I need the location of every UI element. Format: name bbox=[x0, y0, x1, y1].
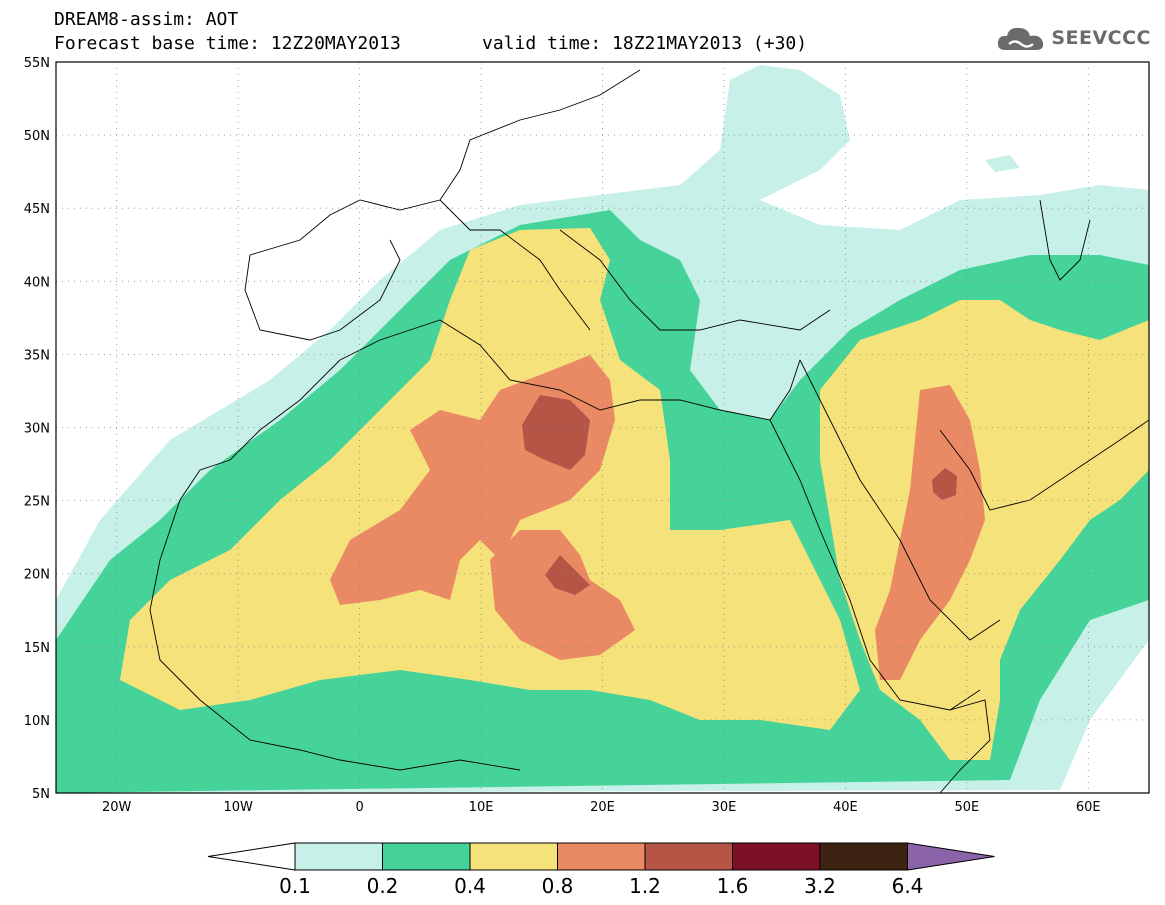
lat-tick-label: 30N bbox=[24, 422, 50, 437]
lon-tick-label: 40E bbox=[833, 800, 858, 815]
coastline-arabia bbox=[939, 419, 1149, 511]
lat-labels: 5N 10N 15N 20N 25N 30N 35N 40N 45N 50N 55N bbox=[24, 56, 50, 802]
colorbar-label: 6.4 bbox=[891, 874, 924, 898]
colorbar-cell bbox=[382, 842, 471, 871]
colorbar-label: 3.2 bbox=[804, 874, 836, 898]
colorbar-label: 1.6 bbox=[716, 874, 749, 898]
lat-tick-label: 5N bbox=[32, 787, 50, 802]
lat-tick-label: 15N bbox=[24, 641, 50, 656]
colorbar-min-triangle bbox=[207, 842, 296, 871]
lon-tick-label: 50E bbox=[954, 800, 979, 815]
coastline-europe bbox=[249, 69, 831, 331]
coastline-africa-north bbox=[299, 319, 801, 421]
colorbar-label: 1.2 bbox=[629, 874, 661, 898]
seevccc-logo: SEEVCCC bbox=[995, 22, 1151, 54]
lon-tick-label: 0 bbox=[355, 800, 363, 815]
colorbar-cell bbox=[732, 842, 821, 871]
colorbar-cell bbox=[294, 842, 383, 871]
lon-tick-label: 30E bbox=[712, 800, 737, 815]
lat-tick-label: 45N bbox=[24, 202, 50, 217]
colorbar-cell bbox=[557, 842, 646, 871]
colorbar-cell bbox=[819, 842, 908, 871]
coastline-africa-west bbox=[149, 399, 521, 771]
colorbar-cell bbox=[644, 842, 733, 871]
aot-level-1.2-arabia bbox=[932, 468, 957, 500]
lat-lon-grid bbox=[56, 62, 1149, 793]
coastline-iberia bbox=[244, 239, 401, 341]
coastline-caspian bbox=[1039, 199, 1091, 281]
colorbar-label: 0.8 bbox=[541, 874, 574, 898]
aot-level-1.2-libya bbox=[522, 395, 590, 470]
valid-time: valid time: 18Z21MAY2013 (+30) bbox=[482, 33, 808, 54]
lat-tick-label: 10N bbox=[24, 714, 50, 729]
aot-level-0.8-arabia bbox=[875, 385, 985, 680]
colorbar-label: 0.1 bbox=[279, 874, 311, 898]
lat-tick-label: 55N bbox=[24, 56, 50, 71]
aot-field bbox=[56, 62, 1149, 793]
forecast-base-time: Forecast base time: 12Z20MAY2013 bbox=[54, 33, 401, 54]
lon-tick-label: 20W bbox=[102, 800, 132, 815]
map-frame bbox=[55, 61, 1150, 794]
colorbar-label: 0.2 bbox=[366, 874, 399, 898]
lat-tick-label: 35N bbox=[24, 348, 50, 363]
colorbar bbox=[207, 842, 995, 871]
lat-tick-label: 50N bbox=[24, 129, 50, 144]
lon-tick-label: 60E bbox=[1076, 800, 1101, 815]
aot-level-1.2-chad bbox=[545, 555, 590, 595]
lon-tick-label: 10E bbox=[469, 800, 494, 815]
colorbar-cell bbox=[469, 842, 558, 871]
coastlines bbox=[149, 69, 1149, 793]
lat-tick-label: 25N bbox=[24, 495, 50, 510]
lat-tick-label: 20N bbox=[24, 568, 50, 583]
coastline-red-sea bbox=[769, 359, 1001, 711]
colorbar-label: 0.4 bbox=[454, 874, 486, 898]
coastline-horn bbox=[939, 699, 991, 793]
aot-level-0.8-chad bbox=[490, 530, 635, 660]
title-line-1: DREAM8-assim: AOT bbox=[54, 9, 239, 30]
colorbar-max-triangle bbox=[907, 842, 995, 871]
lon-tick-label: 10W bbox=[223, 800, 253, 815]
lon-labels: 20W 10W 0 10E 20E 30E 40E 50E 60E bbox=[102, 800, 1101, 815]
logo-text: SEEVCCC bbox=[1051, 27, 1151, 49]
lon-tick-label: 20E bbox=[590, 800, 615, 815]
cloud-logo-icon bbox=[998, 27, 1044, 50]
aot-level-0.1-patch bbox=[985, 155, 1020, 172]
lat-tick-label: 40N bbox=[24, 275, 50, 290]
